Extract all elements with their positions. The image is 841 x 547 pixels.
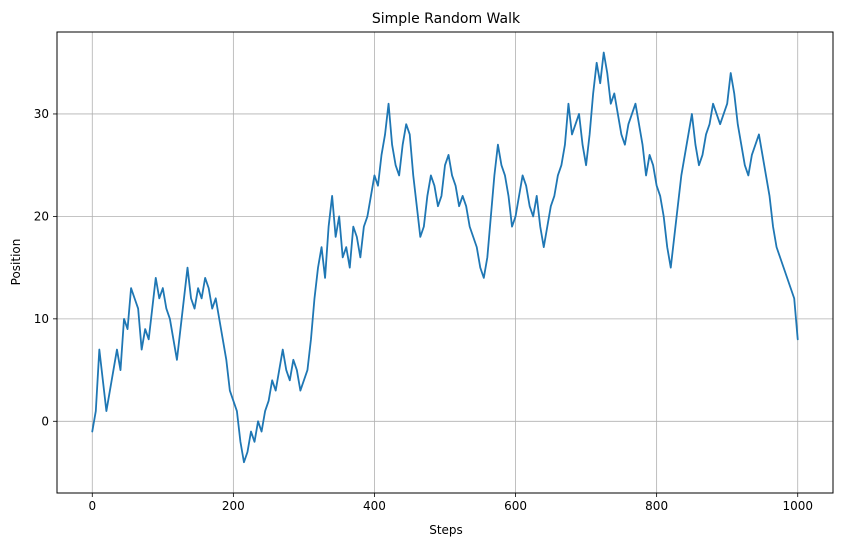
plot-frame <box>56 31 834 494</box>
x-tick-label: 200 <box>222 499 245 513</box>
x-axis-label: Steps <box>429 523 463 537</box>
y-tick-label: 0 <box>41 414 49 428</box>
x-tick-label: 800 <box>645 499 668 513</box>
x-tick-label: 0 <box>88 499 96 513</box>
y-tick-label: 10 <box>34 312 49 326</box>
x-tick-label: 600 <box>504 499 527 513</box>
chart-title: Simple Random Walk <box>372 11 521 27</box>
x-tick-label: 1000 <box>782 499 813 513</box>
y-tick-label: 30 <box>34 107 49 121</box>
axis-ticks: 0 200 400 600 800 1000 0 10 20 30 <box>34 107 813 513</box>
y-axis-label: Position <box>9 239 23 286</box>
grid-lines <box>57 32 833 493</box>
series-line <box>91 51 799 464</box>
x-tick-label: 400 <box>363 499 386 513</box>
y-tick-label: 20 <box>34 209 49 223</box>
